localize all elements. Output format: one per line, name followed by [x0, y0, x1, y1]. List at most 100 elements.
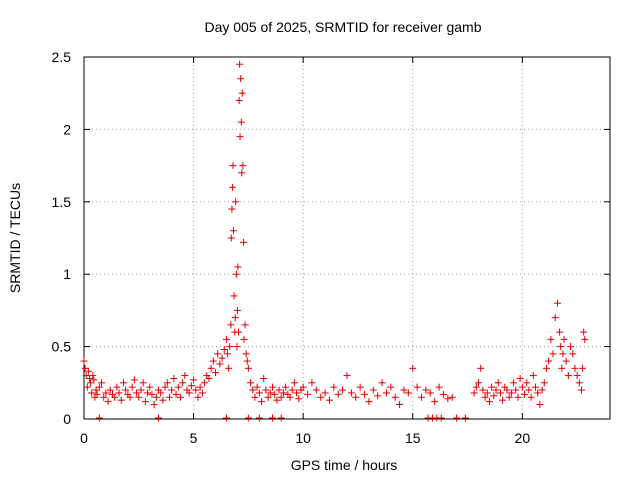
data-point: [201, 379, 209, 387]
data-point: [510, 379, 518, 387]
data-point: [135, 393, 143, 401]
data-point: [111, 393, 119, 401]
data-point: [228, 205, 236, 213]
data-point: [130, 376, 138, 384]
data-point: [413, 383, 421, 391]
data-point: [279, 389, 287, 397]
data-point: [481, 393, 489, 401]
data-point: [233, 306, 241, 314]
data-point: [290, 379, 298, 387]
data-point: [271, 390, 279, 398]
data-point: [536, 401, 544, 409]
data-point: [521, 390, 529, 398]
data-point: [247, 379, 255, 387]
y-tick-label: 1: [63, 266, 71, 282]
data-point: [334, 390, 342, 398]
data-point: [538, 386, 546, 394]
data-point: [232, 270, 240, 278]
data-point: [374, 392, 382, 400]
data-point: [170, 374, 178, 382]
data-point: [560, 335, 568, 343]
data-point: [286, 393, 294, 401]
data-point: [330, 383, 338, 391]
data-point: [234, 263, 242, 271]
data-series-srmtid: [80, 60, 589, 422]
data-point: [238, 89, 246, 97]
x-tick-label: 15: [405, 430, 421, 446]
data-point: [580, 328, 588, 336]
data-point-zero: [155, 414, 163, 422]
data-point: [525, 386, 533, 394]
data-point: [168, 386, 176, 394]
y-tick-label: 0.5: [52, 339, 72, 355]
data-point: [93, 390, 101, 398]
data-point: [231, 314, 239, 322]
data-point: [102, 389, 110, 397]
data-point: [409, 364, 417, 372]
x-axis: 0 5 10 15 20: [80, 57, 530, 446]
data-point: [157, 389, 165, 397]
data-point: [547, 335, 555, 343]
data-point: [115, 389, 123, 397]
data-point: [404, 389, 412, 397]
data-point: [122, 386, 130, 394]
data-point: [229, 183, 237, 191]
data-point: [230, 292, 238, 300]
x-tick-label: 5: [190, 430, 198, 446]
data-point: [569, 350, 577, 358]
data-point: [505, 393, 513, 401]
data-point: [225, 364, 233, 372]
data-point: [244, 364, 252, 372]
data-point: [571, 364, 579, 372]
data-point: [224, 350, 232, 358]
data-point: [534, 389, 542, 397]
data-point-zero: [244, 414, 252, 422]
data-point: [237, 118, 245, 126]
data-point: [496, 389, 504, 397]
data-point-zero: [461, 414, 469, 422]
data-point: [95, 383, 103, 391]
data-point: [106, 386, 114, 394]
data-point: [81, 364, 89, 372]
data-point: [477, 364, 485, 372]
data-point: [579, 364, 587, 372]
data-point: [126, 393, 134, 401]
data-point: [448, 393, 456, 401]
data-point: [382, 389, 390, 397]
data-point: [418, 393, 426, 401]
data-point: [80, 357, 88, 365]
data-point: [187, 382, 195, 390]
data-point: [512, 386, 520, 394]
data-point: [426, 389, 434, 397]
data-point: [531, 383, 539, 391]
data-point: [144, 389, 152, 397]
data-point: [82, 372, 90, 380]
data-point: [299, 383, 307, 391]
data-point: [542, 364, 550, 372]
data-point: [133, 389, 141, 397]
y-axis: 0 0.5 1 1.5 2 2.5: [52, 49, 610, 427]
data-point: [88, 389, 96, 397]
data-point: [551, 314, 559, 322]
data-point: [422, 386, 430, 394]
data-point: [235, 328, 243, 336]
data-point: [575, 379, 583, 387]
data-point: [361, 390, 369, 398]
data-point: [470, 389, 478, 397]
data-point: [321, 389, 329, 397]
data-point: [275, 386, 283, 394]
data-point: [523, 379, 531, 387]
data-point: [573, 372, 581, 380]
data-point: [378, 379, 386, 387]
data-point: [553, 299, 561, 307]
data-point-zero: [255, 414, 263, 422]
data-point: [196, 383, 204, 391]
data-point: [227, 321, 235, 329]
data-point: [293, 389, 301, 397]
data-point: [237, 75, 245, 83]
data-point: [238, 169, 246, 177]
data-point: [567, 343, 575, 351]
data-point: [472, 383, 480, 391]
data-point: [260, 374, 268, 382]
data-point: [514, 393, 522, 401]
